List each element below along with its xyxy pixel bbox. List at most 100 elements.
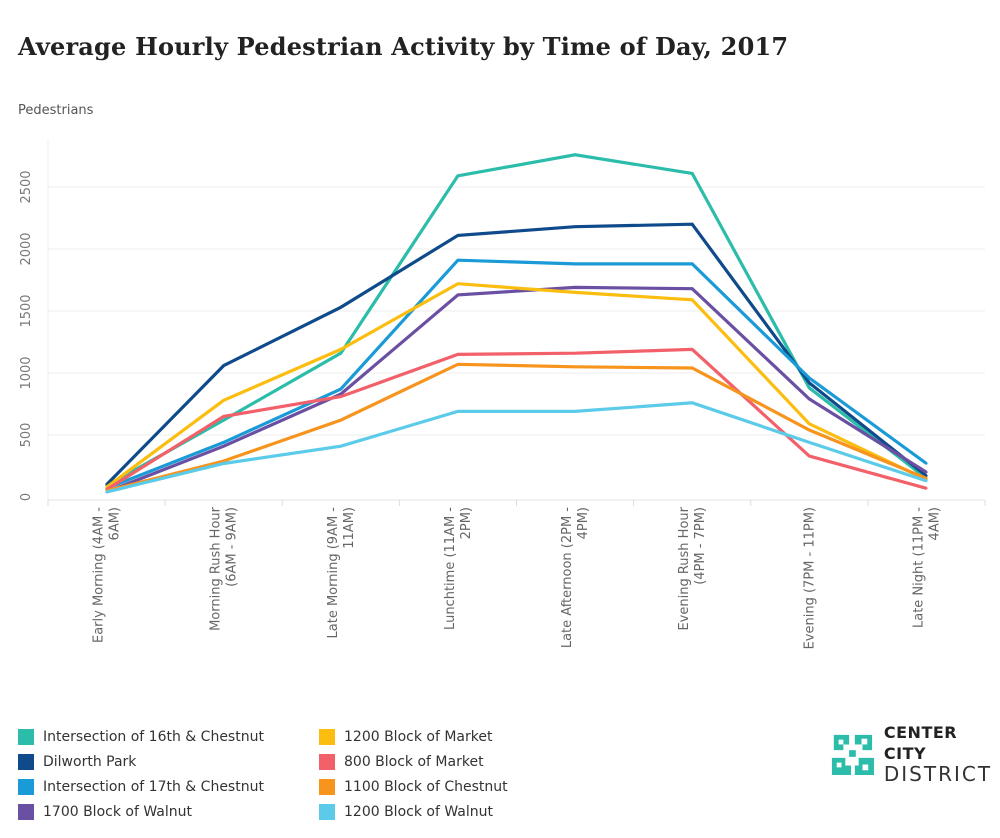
legend-swatch	[18, 803, 34, 820]
data-point	[456, 174, 460, 178]
data-point	[690, 172, 694, 175]
data-point	[808, 381, 811, 385]
x-tick-label: Morning Rush Hour(6AM - 9AM)	[209, 506, 240, 631]
legend-swatch	[319, 803, 335, 820]
data-point	[339, 351, 343, 355]
x-tick-label-line: Lunchtime (11AM -	[443, 507, 458, 630]
data-point	[339, 395, 343, 398]
series-line	[105, 153, 928, 488]
logo-line-2: DISTRICT	[883, 762, 993, 786]
data-point	[690, 223, 694, 226]
y-tick-label: 500	[19, 423, 34, 448]
data-point	[222, 462, 225, 465]
legend-item: Intersection of 17th & Chestnut	[18, 774, 264, 799]
legend-label: 1100 Block of Chestnut	[344, 778, 508, 795]
data-point	[925, 487, 928, 490]
data-point	[339, 348, 343, 351]
data-point	[690, 348, 694, 351]
series-line	[106, 285, 928, 494]
legend-label: Intersection of 17th & Chestnut	[43, 778, 264, 795]
x-tick-label-line: (4PM - 7PM)	[693, 507, 708, 585]
data-point	[808, 386, 811, 390]
y-tick-label: 2000	[19, 232, 34, 265]
data-point	[690, 298, 694, 302]
legend-column-2: 1200 Block of Market 800 Block of Market 1…	[319, 724, 508, 824]
series-line	[105, 222, 928, 486]
x-tick-label-line: Late Afternoon (2PM -	[560, 507, 575, 648]
legend-label: 1700 Block of Walnut	[43, 803, 192, 820]
data-point	[339, 444, 343, 448]
legend-label: 800 Block of Market	[344, 753, 484, 770]
data-point	[222, 364, 225, 367]
data-point	[456, 282, 460, 285]
data-point	[925, 477, 928, 480]
data-point	[573, 365, 577, 368]
legend-item: 1700 Block of Walnut	[18, 799, 264, 824]
line-chart: Pedestrians 0 500 1000 1500 2000 2500 Early Mor…	[18, 103, 986, 649]
x-tick-label: Evening (7PM - 11PM)	[802, 507, 817, 649]
legend-item: Dilworth Park	[18, 749, 264, 774]
data-point	[808, 422, 811, 426]
legend-swatch	[319, 728, 335, 745]
data-point	[808, 376, 811, 380]
data-point	[222, 459, 225, 463]
data-point	[222, 441, 225, 444]
data-point	[339, 418, 343, 422]
data-point	[690, 366, 694, 370]
logo-line-1: CENTER CITY	[883, 723, 958, 763]
data-point	[573, 153, 577, 156]
data-point	[925, 462, 928, 465]
data-point	[925, 479, 928, 483]
data-point	[222, 418, 225, 422]
data-point	[105, 490, 108, 494]
x-tick-label: Late Morning (9AM -11AM)	[326, 507, 357, 639]
y-axis-label: Pedestrians	[18, 103, 94, 118]
data-point	[573, 291, 577, 294]
legend-label: 1200 Block of Walnut	[344, 803, 493, 820]
data-point	[808, 454, 811, 458]
data-point	[456, 293, 460, 297]
series-line	[106, 362, 928, 493]
x-tick-label-line: Evening Rush Hour	[677, 506, 692, 630]
x-tick-label-line: Morning Rush Hour	[209, 506, 224, 631]
series-line	[106, 401, 927, 494]
legend-item: 1200 Block of Market	[319, 724, 508, 749]
data-point	[573, 351, 577, 355]
data-point	[456, 353, 460, 356]
data-point	[573, 225, 577, 228]
x-tick-label: Late Afternoon (2PM -4PM)	[560, 507, 591, 648]
x-tick-label-line: 4AM)	[927, 507, 942, 540]
data-point	[573, 286, 577, 289]
data-point	[339, 387, 343, 391]
logo-mark-icon	[831, 734, 874, 775]
x-tick-label-line: Evening (7PM - 11PM)	[802, 507, 817, 649]
data-point	[222, 444, 225, 448]
legend-swatch	[319, 778, 335, 795]
legend-swatch	[319, 753, 335, 770]
x-tick-label-line: Late Night (11PM -	[911, 507, 926, 628]
x-tick-label-line: 6AM)	[108, 507, 123, 540]
x-tick-label: Lunchtime (11AM -2PM)	[443, 507, 474, 630]
y-tick-label: 2500	[19, 170, 34, 203]
legend-item: 1200 Block of Walnut	[319, 799, 508, 824]
data-point	[808, 441, 811, 444]
data-point	[925, 471, 928, 474]
center-city-district-logo: CENTER CITY DISTRICT	[830, 722, 1000, 785]
series-line	[106, 258, 928, 490]
legend-item: 1100 Block of Chestnut	[319, 774, 508, 799]
data-point	[573, 410, 577, 413]
data-point	[339, 306, 343, 309]
x-tick-label: Late Night (11PM -4AM)	[911, 507, 942, 628]
x-tick-label-line: Early Morning (4AM -	[92, 507, 107, 643]
data-point	[808, 428, 811, 432]
legend-swatch	[18, 778, 34, 795]
y-tick-label: 0	[19, 493, 34, 501]
x-tick-label: Early Morning (4AM -6AM)	[92, 507, 123, 643]
data-point	[573, 262, 577, 266]
data-point	[690, 262, 694, 266]
data-point	[690, 401, 694, 404]
y-tick-label: 1000	[19, 356, 34, 389]
x-tick-label-line: Late Morning (9AM -	[326, 507, 341, 639]
data-point	[690, 287, 694, 290]
legend-label: Intersection of 16th & Chestnut	[43, 728, 264, 745]
